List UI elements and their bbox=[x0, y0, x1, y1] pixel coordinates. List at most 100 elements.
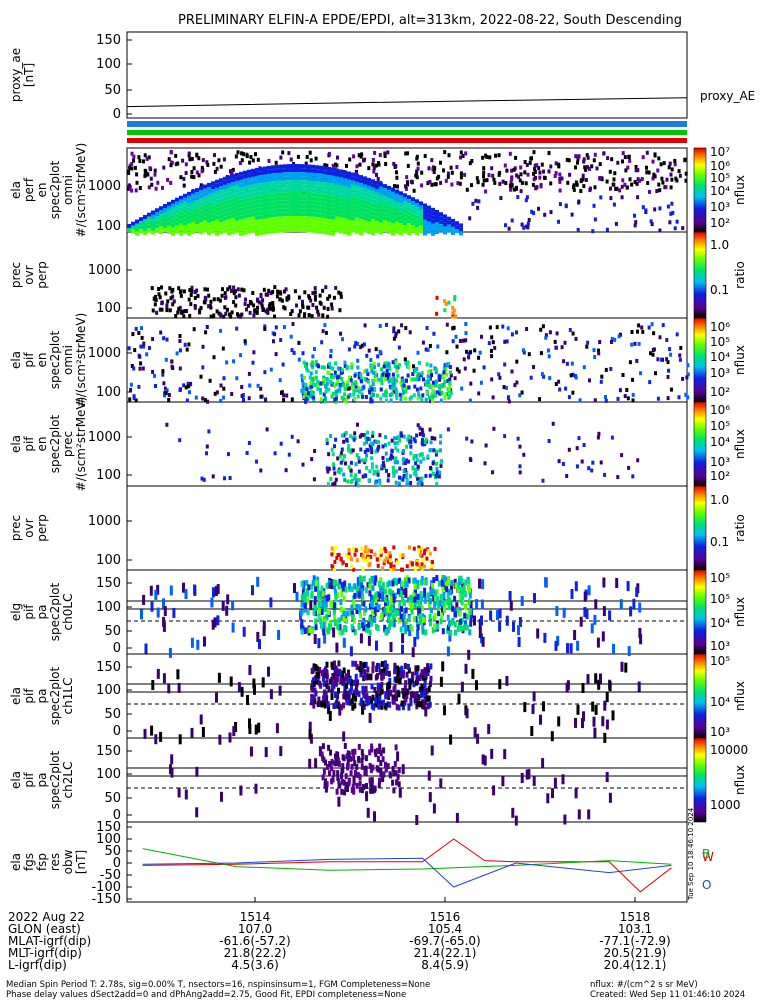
ylabel-line: en bbox=[35, 353, 49, 368]
spectrogram-pixel bbox=[356, 586, 359, 593]
spectrogram-pixel bbox=[243, 226, 247, 231]
spectrogram-pixel bbox=[574, 154, 578, 159]
spectrogram-pixel bbox=[666, 360, 670, 365]
spectrogram-pixel bbox=[235, 180, 239, 185]
spectrogram-pixel bbox=[465, 187, 469, 192]
spectrogram-pixel bbox=[383, 200, 387, 205]
spectrogram-pixel bbox=[542, 175, 546, 180]
spectrogram-pixel bbox=[393, 441, 397, 446]
status-bar-red bbox=[127, 138, 687, 143]
spectrogram-pixel bbox=[383, 151, 387, 156]
spectrogram-pixel bbox=[287, 180, 291, 185]
spectrogram-pixel bbox=[422, 564, 426, 569]
spectrogram-pixel bbox=[322, 305, 326, 310]
spectrogram-pixel bbox=[591, 229, 595, 234]
spectrogram-pixel bbox=[403, 225, 407, 230]
spectrogram-pixel bbox=[333, 559, 337, 564]
spectrogram-pixel bbox=[311, 168, 315, 173]
spectrogram-pixel bbox=[337, 660, 341, 667]
spectrogram-pixel bbox=[670, 201, 674, 206]
spectrogram-pixel bbox=[314, 362, 318, 367]
spectrogram-pixel bbox=[279, 184, 283, 189]
spectrogram-pixel bbox=[414, 665, 418, 676]
spectrogram-pixel bbox=[384, 600, 387, 607]
spectrogram-pixel bbox=[383, 228, 387, 233]
spectrogram-pixel bbox=[271, 185, 275, 190]
spectrogram-pixel bbox=[152, 296, 156, 301]
spectrogram-pixel bbox=[133, 165, 137, 170]
spectrogram-pixel bbox=[330, 447, 334, 452]
spectrogram-pixel bbox=[465, 349, 468, 354]
spectrogram-pixel bbox=[331, 203, 335, 208]
spectrogram-pixel bbox=[592, 716, 596, 727]
spectrogram-pixel bbox=[147, 185, 151, 190]
spectrogram-pixel bbox=[515, 173, 519, 178]
spectrogram-pixel bbox=[408, 679, 412, 686]
spectrogram-pixel bbox=[239, 171, 243, 176]
spectrogram-pixel bbox=[172, 607, 176, 618]
spectrogram-pixel bbox=[340, 590, 344, 597]
spectrogram-pixel bbox=[445, 350, 449, 355]
spectrogram-pixel bbox=[602, 606, 606, 617]
spectrogram-pixel bbox=[587, 585, 591, 596]
spectrogram-pixel bbox=[355, 689, 359, 696]
spectrogram-pixel bbox=[345, 618, 349, 624]
spectrogram-pixel bbox=[362, 600, 366, 607]
spectrogram-pixel bbox=[389, 564, 393, 569]
spectrogram-pixel bbox=[616, 396, 620, 401]
spectrogram-pixel bbox=[271, 189, 275, 194]
spectrogram-pixel bbox=[367, 635, 371, 646]
spectrogram-pixel bbox=[413, 636, 417, 647]
spectrogram-pixel bbox=[148, 346, 151, 350]
spectrogram-pixel bbox=[323, 186, 327, 191]
spectrogram-pixel bbox=[638, 602, 642, 613]
spectrogram-pixel bbox=[311, 164, 315, 169]
ytick-label: 0 bbox=[113, 724, 121, 739]
spectrogram-pixel bbox=[328, 761, 332, 767]
spectrogram-pixel bbox=[508, 591, 512, 601]
spectrogram-pixel bbox=[452, 308, 456, 313]
spectrogram-pixel bbox=[367, 556, 370, 561]
spectrogram-pixel bbox=[287, 176, 291, 181]
spectrogram-pixel bbox=[406, 625, 410, 632]
spectrogram-pixel bbox=[387, 229, 391, 234]
spectrogram-pixel bbox=[394, 744, 398, 751]
spectrogram-pixel bbox=[309, 371, 313, 376]
spectrogram-pixel bbox=[275, 176, 279, 181]
spectrogram-pixel bbox=[419, 565, 423, 570]
spectrogram-pixel bbox=[303, 224, 307, 229]
spectrogram-pixel bbox=[213, 169, 217, 174]
spectrogram-pixel bbox=[303, 176, 307, 181]
spectrogram-pixel bbox=[458, 579, 461, 586]
spectrogram-pixel bbox=[428, 448, 432, 453]
spectrogram-pixel bbox=[613, 171, 617, 176]
spectrogram-pixel bbox=[299, 176, 303, 181]
spectrogram-pixel bbox=[371, 203, 375, 208]
spectrogram-pixel bbox=[370, 450, 374, 455]
spectrogram-pixel bbox=[415, 583, 419, 590]
spectrogram-pixel bbox=[412, 364, 415, 369]
spectrogram-pixel bbox=[269, 367, 273, 372]
spectrogram-pixel bbox=[303, 228, 307, 233]
spectrogram-pixel bbox=[490, 377, 494, 382]
spectrogram-pixel bbox=[415, 211, 419, 216]
ylabel-line: #/(scm²strMeV) bbox=[74, 143, 88, 238]
spectrogram-pixel bbox=[518, 617, 522, 627]
spectrogram-pixel bbox=[275, 216, 279, 221]
spectrogram-pixel bbox=[390, 448, 394, 453]
spectrogram-pixel bbox=[149, 176, 153, 181]
spectrogram-pixel bbox=[381, 460, 385, 465]
spectrogram-pixel bbox=[143, 219, 147, 223]
spectrogram-pixel bbox=[361, 753, 365, 760]
spectrogram-pixel bbox=[323, 190, 327, 195]
spectrogram-pixel bbox=[135, 180, 139, 185]
spectrogram-pixel bbox=[343, 170, 347, 175]
spectrogram-pixel bbox=[356, 603, 360, 610]
ylabel-line: pif bbox=[22, 604, 36, 620]
ylabel-line: ela bbox=[9, 351, 23, 369]
spectrogram-pixel bbox=[617, 334, 621, 339]
spectrogram-pixel bbox=[127, 169, 131, 174]
spectrogram-pixel bbox=[245, 451, 249, 455]
spectrogram-pixel bbox=[366, 666, 370, 673]
spectrogram-pixel bbox=[416, 593, 420, 600]
